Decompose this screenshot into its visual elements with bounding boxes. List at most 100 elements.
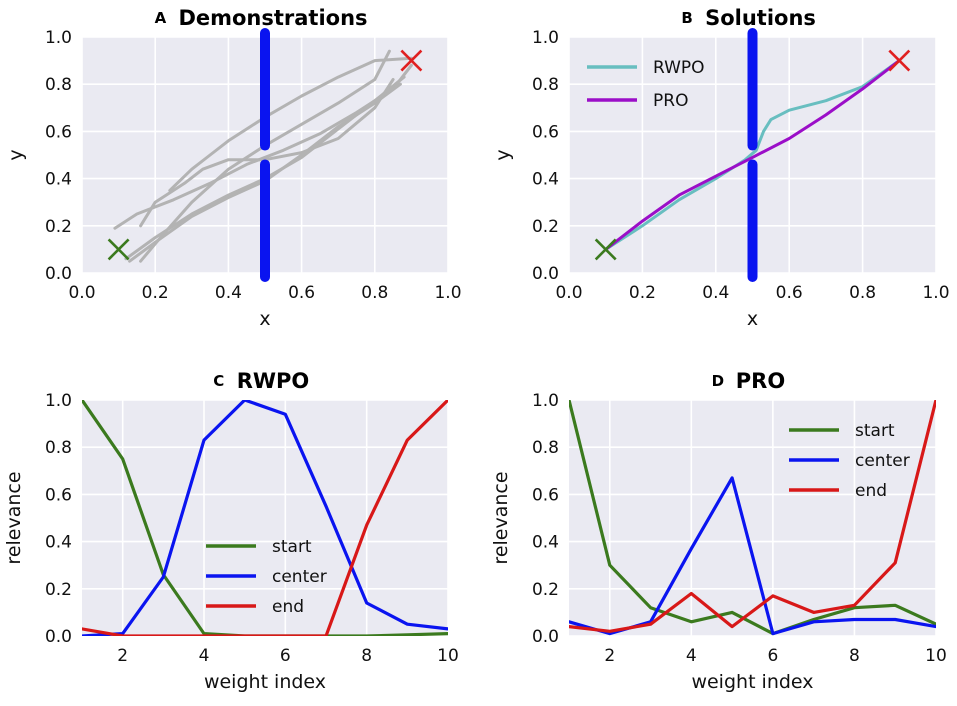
- series-line-demo-4: [139, 78, 395, 228]
- x-axis-label: x: [747, 308, 758, 330]
- title-text: PRO: [736, 369, 785, 393]
- legend-label: center: [272, 567, 327, 587]
- x-tick-label: 10: [925, 646, 947, 666]
- x-tick-label: 8: [361, 646, 372, 666]
- x-tick-label: 0.6: [288, 283, 315, 303]
- y-tick-label: 0.8: [45, 75, 72, 95]
- y-tick-label: 0.8: [532, 75, 559, 95]
- x-tick-label: 2: [604, 646, 615, 666]
- y-tick-label: 0.4: [532, 170, 559, 190]
- panel-title: RWPO C: [213, 369, 309, 393]
- title-text: RWPO: [237, 369, 310, 393]
- y-tick-label: 0.6: [45, 122, 72, 142]
- legend-item-end: end: [789, 481, 887, 501]
- goal-marker: [888, 49, 911, 72]
- y-axis-label: y: [492, 149, 514, 160]
- legend-item-rwpo: RWPO: [587, 58, 705, 78]
- x-axis-label: weight index: [691, 671, 813, 693]
- panel-letter: A: [155, 9, 167, 27]
- y-tick-label: 0.0: [532, 627, 559, 647]
- x-tick-label: 4: [686, 646, 697, 666]
- y-tick-label: 0.2: [532, 217, 559, 237]
- y-tick-label: 0.0: [532, 264, 559, 284]
- legend: RWPO PRO: [587, 58, 705, 111]
- x-tick-label: 0.4: [702, 283, 729, 303]
- x-tick-label: 2: [117, 646, 128, 666]
- legend-item-center: center: [206, 567, 327, 587]
- x-tick-label: 0.4: [215, 283, 242, 303]
- panel-b: 0.0 0.2 0.4 0.6 0.8 1.0 0.0 0.2 0.4 0.6 0.8 1.0 x y So…: [492, 6, 950, 330]
- y-tick-label: 0.2: [532, 580, 559, 600]
- legend-item-end: end: [206, 597, 304, 617]
- plot-area: [569, 400, 936, 636]
- panel-title: Solutions B: [681, 6, 816, 30]
- x-tick-label: 0.0: [555, 283, 582, 303]
- legend-label: start: [855, 421, 895, 441]
- title-text: Demonstrations: [178, 6, 367, 30]
- y-tick-label: 0.6: [532, 122, 559, 142]
- panel-letter: B: [681, 9, 692, 27]
- y-tick-label: 1.0: [45, 391, 72, 411]
- y-tick-label: 0.4: [532, 533, 559, 553]
- y-tick-label: 0.8: [532, 438, 559, 458]
- start-marker: [594, 238, 617, 261]
- panel-letter: C: [213, 372, 224, 390]
- legend-item-center: center: [789, 451, 910, 471]
- x-tick-label: 0.6: [776, 283, 803, 303]
- panel-title: PRO D: [712, 369, 786, 393]
- title-text: Solutions: [705, 6, 816, 30]
- y-tick-label: 1.0: [532, 28, 559, 48]
- y-axis-label: relevance: [3, 471, 25, 564]
- series-line-center: [82, 400, 448, 636]
- series-line-pro: [604, 59, 901, 251]
- x-tick-label: 6: [280, 646, 291, 666]
- y-tick-label: 1.0: [532, 391, 559, 411]
- series-line-end: [82, 400, 448, 636]
- y-axis-label: y: [5, 149, 27, 160]
- legend-label: start: [272, 537, 312, 557]
- x-tick-label: 10: [437, 646, 459, 666]
- y-axis-label: relevance: [490, 471, 512, 564]
- plot-area: [82, 400, 448, 636]
- legend-label: center: [855, 451, 910, 471]
- panel-a: 0.0 0.2 0.4 0.6 0.8 1.0 0.0 0.2 0.4 0.6 0.8 1.0 x y De…: [5, 6, 462, 330]
- legend-item-pro: PRO: [587, 91, 688, 111]
- legend-label: end: [855, 481, 887, 501]
- y-tick-label: 0.2: [45, 580, 72, 600]
- panel-d: 2 4 6 8 10 0.0 0.2 0.4 0.6 0.8 1.0 weight index rele…: [490, 369, 947, 693]
- plot-content: [82, 400, 448, 636]
- start-marker: [107, 238, 130, 261]
- x-tick-label: 0.2: [629, 283, 656, 303]
- y-tick-label: 0.6: [532, 485, 559, 505]
- y-tick-label: 0.8: [45, 438, 72, 458]
- x-tick-label: 8: [849, 646, 860, 666]
- x-tick-label: 1.0: [434, 283, 461, 303]
- series-line-rwpo: [604, 59, 901, 251]
- x-tick-label: 0.8: [849, 283, 876, 303]
- y-tick-label: 0.0: [45, 627, 72, 647]
- x-tick-label: 6: [767, 646, 778, 666]
- series-line-start: [82, 400, 448, 636]
- legend-item-start: start: [789, 421, 895, 441]
- y-tick-label: 0.0: [45, 264, 72, 284]
- panel-title: Demonstrations A: [155, 6, 368, 30]
- x-tick-label: 1.0: [922, 283, 949, 303]
- plot-content: [569, 400, 936, 636]
- x-tick-label: 0.2: [142, 283, 169, 303]
- x-axis-label: weight index: [204, 671, 326, 693]
- x-tick-label: 0.8: [361, 283, 388, 303]
- series-line-end: [569, 400, 936, 633]
- y-tick-label: 0.6: [45, 485, 72, 505]
- x-axis-label: x: [259, 308, 270, 330]
- legend: start center end: [206, 537, 327, 617]
- panel-c: 2 4 6 8 10 0.0 0.2 0.4 0.6 0.8 1.0 weight index rele…: [3, 369, 459, 693]
- legend-label: PRO: [653, 91, 688, 111]
- legend-label: end: [272, 597, 304, 617]
- y-tick-label: 0.2: [45, 217, 72, 237]
- x-tick-label: 0.0: [68, 283, 95, 303]
- legend: start center end: [789, 421, 910, 501]
- y-tick-label: 0.4: [45, 170, 72, 190]
- series-line-start: [569, 400, 936, 636]
- y-tick-label: 1.0: [45, 28, 72, 48]
